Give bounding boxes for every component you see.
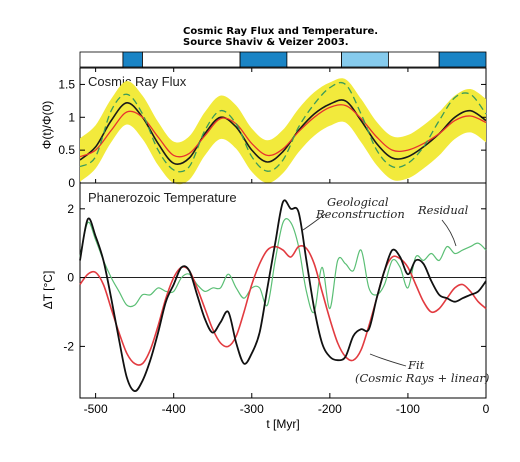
- annotation-geological-line1: Geological: [327, 195, 389, 209]
- residual-line: [79, 218, 487, 314]
- strip-segment: [142, 51, 241, 68]
- crf-mean-line: [79, 99, 487, 165]
- variance-band: [80, 78, 486, 185]
- strip-segment: [388, 51, 440, 68]
- x-tick-label: -200: [318, 402, 342, 416]
- annotation-residual: Residual: [417, 203, 469, 217]
- annotation-fit-line1: Fit: [407, 358, 425, 372]
- temperature-series-group: [79, 199, 487, 393]
- figure-title-line2: Source Shaviv & Veizer 2003.: [183, 37, 349, 48]
- strip-segment: [438, 51, 487, 68]
- variance-band-group: [80, 78, 486, 185]
- x-axis-label: t [Myr]: [266, 417, 299, 431]
- bottom-y-ticks: -2 0 2: [63, 202, 486, 353]
- cosmic-ray-series-group: [79, 81, 487, 173]
- strip-segment: [239, 51, 288, 68]
- temperature-panel: Phanerozoic Temperature ΔT [°C] t [Myr] …: [41, 68, 490, 431]
- top-y-tick-label: 1.5: [58, 77, 75, 91]
- x-tick-label: -100: [396, 402, 420, 416]
- x-tick-label: -400: [162, 402, 186, 416]
- bottom-panel-frame: [79, 182, 487, 399]
- figure-title-line1: Cosmic Ray Flux and Temperature.: [183, 26, 378, 37]
- cosmic-ray-flux-panel: Cosmic Ray Flux Φ(t)/Φ(0) 0 0.5 1 1.5: [40, 67, 487, 190]
- fit-line: [79, 244, 487, 366]
- annotation-residual-pointer: [441, 219, 457, 247]
- bottom-y-tick-label: 0: [67, 271, 74, 285]
- top-y-tick-label: 0: [68, 176, 75, 190]
- top-y-axis-label: Φ(t)/Φ(0): [40, 101, 54, 149]
- top-panel-title: Cosmic Ray Flux: [88, 74, 187, 89]
- crf-red-line: [79, 104, 487, 158]
- strip-segment: [79, 51, 124, 68]
- top-y-tick-label: 0.5: [58, 143, 75, 157]
- crf-green-dashed-line: [79, 81, 487, 173]
- geological-reconstruction-line: [79, 199, 487, 393]
- bottom-panel-title: Phanerozoic Temperature: [88, 190, 237, 205]
- bottom-x-ticks: -500 -400 -300 -200 -100 0: [84, 68, 490, 416]
- strip-segment: [341, 51, 389, 68]
- annotation-fit-line2: (Cosmic Rays + linear): [355, 371, 489, 385]
- annotation-geological-line2: Reconstruction: [315, 207, 405, 221]
- x-tick-label: 0: [483, 402, 490, 416]
- bottom-y-tick-label: -2: [63, 339, 74, 353]
- strip-segment: [286, 51, 342, 68]
- cosmic-ray-strip: [79, 51, 487, 68]
- bottom-y-axis-label: ΔT [°C]: [41, 271, 55, 310]
- annotation-geological-pointer: [302, 213, 326, 231]
- bottom-y-tick-label: 2: [67, 202, 74, 216]
- strip-segment: [122, 51, 143, 68]
- x-tick-label: -300: [240, 402, 264, 416]
- annotation-fit-pointer: [369, 353, 407, 367]
- x-tick-label: -500: [84, 402, 108, 416]
- top-y-tick-label: 1: [68, 110, 75, 124]
